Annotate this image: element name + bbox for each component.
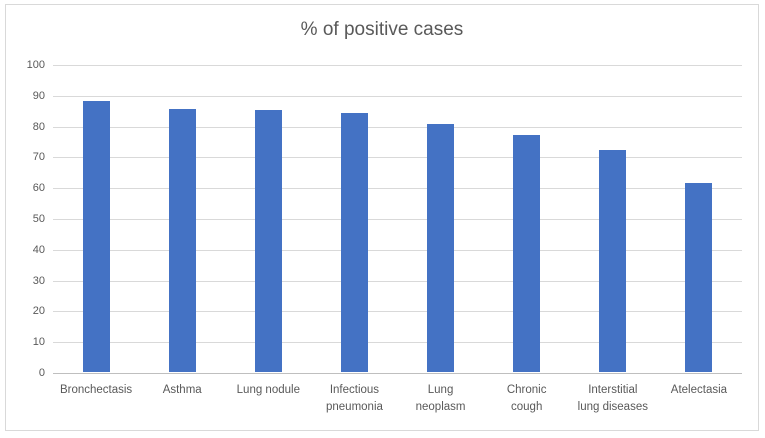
y-axis-tick-label: 100 [26,59,45,71]
bar-interstitial-lung-diseases [599,150,626,372]
gridline [53,188,742,190]
x-axis-category-label-bronchectasis: Bronchectasis [59,384,133,396]
gridline [53,65,742,66]
gridline [53,342,742,344]
gridline [53,95,742,97]
plot-area [53,65,742,374]
y-axis-tick-label: 80 [32,120,45,133]
y-axis-tick-label: 40 [32,243,45,256]
x-axis-category-label-interstitial-lung-diseases: Interstitial lung diseases [577,384,648,413]
y-axis-tick-label: 0 [38,367,45,379]
bar-lung-neoplasm [427,124,454,372]
y-axis-tick-label: 30 [32,274,45,287]
chart-frame: % of positive cases [5,4,759,431]
bar-lung-nodule [255,110,282,372]
x-axis-category-label-infectious-pneumonia: Infectious pneumonia [325,384,383,413]
gridline [53,157,742,159]
bar-bronchectasis [83,101,110,372]
y-axis-tick-label: 60 [32,182,45,195]
gridline [53,249,742,251]
y-axis-tick-label: 90 [32,89,45,102]
x-axis-line [53,373,742,374]
x-axis-category-label-lung-neoplasm: Lung neoplasm [415,384,466,413]
x-axis-category-label-chronic-cough: Chronic cough [506,384,547,413]
y-axis-tick-label: 70 [32,151,45,164]
gridline [53,126,742,128]
bar-infectious-pneumonia [341,113,368,372]
y-axis-tick-label: 20 [32,305,45,318]
bar-atelectasia [685,183,712,372]
gridline [53,311,742,313]
x-axis-category-label-lung-nodule: Lung nodule [236,384,300,396]
y-axis-tick-label: 10 [32,336,45,349]
gridline [53,280,742,282]
y-axis-tick-label: 50 [32,213,45,225]
gridline [53,219,742,220]
chart-title: % of positive cases [300,19,464,40]
bar-chronic-cough [513,135,540,372]
x-axis-category-label-asthma: Asthma [162,384,202,396]
x-axis-category-label-atelectasia: Atelectasia [670,384,728,396]
bar-asthma [169,109,196,372]
